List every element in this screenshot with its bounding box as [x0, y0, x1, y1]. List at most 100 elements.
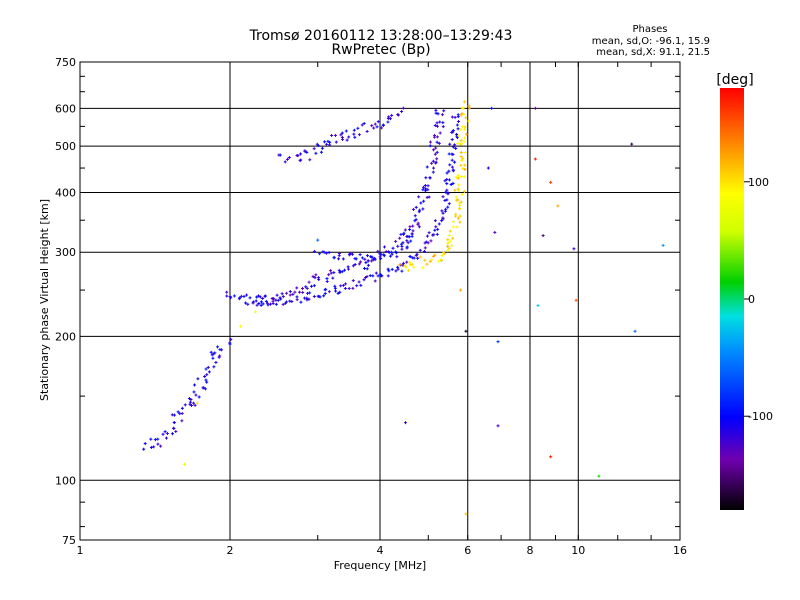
data-point	[390, 113, 394, 117]
data-point	[339, 133, 343, 137]
data-point	[172, 426, 176, 430]
data-point	[444, 190, 448, 194]
data-point	[453, 115, 457, 119]
data-point	[337, 257, 341, 261]
data-point	[410, 232, 414, 236]
data-point	[394, 239, 398, 243]
data-point	[363, 257, 367, 261]
data-point	[333, 133, 337, 137]
data-point	[373, 122, 377, 126]
data-point	[432, 148, 436, 152]
data-point	[434, 108, 438, 112]
data-point	[398, 263, 402, 267]
data-point	[439, 257, 443, 261]
data-point	[402, 261, 406, 265]
data-point	[353, 263, 357, 267]
data-point	[446, 192, 450, 196]
data-point	[211, 356, 215, 360]
data-point	[459, 151, 463, 155]
data-point	[214, 360, 218, 364]
data-point	[496, 340, 500, 344]
data-point	[239, 294, 243, 298]
data-point	[368, 274, 372, 278]
data-point	[257, 294, 261, 298]
data-point	[370, 259, 374, 263]
data-point	[424, 240, 428, 244]
data-point	[630, 142, 634, 146]
data-point	[445, 182, 449, 186]
data-point	[288, 290, 292, 294]
data-point	[426, 241, 430, 245]
data-point	[441, 125, 445, 129]
data-point	[447, 152, 451, 156]
data-point	[447, 178, 451, 182]
data-point	[453, 143, 457, 147]
data-point	[299, 300, 303, 304]
data-point	[443, 198, 447, 202]
data-point	[228, 342, 232, 346]
data-point	[283, 301, 287, 305]
data-point	[143, 442, 147, 446]
data-point	[312, 249, 316, 253]
data-point	[220, 348, 224, 352]
data-point	[394, 251, 398, 255]
data-point	[434, 146, 438, 150]
data-point	[338, 290, 342, 294]
data-point	[164, 436, 168, 440]
data-point	[291, 292, 295, 296]
data-point	[195, 401, 199, 405]
data-point	[597, 474, 601, 478]
data-point	[432, 166, 436, 170]
data-point	[156, 437, 160, 441]
data-point	[455, 176, 459, 180]
data-point	[174, 430, 178, 434]
data-point	[251, 301, 255, 305]
data-point	[204, 367, 208, 371]
data-point	[541, 234, 545, 238]
data-point	[451, 169, 455, 173]
data-point	[379, 257, 383, 261]
data-point	[382, 245, 386, 249]
data-point	[461, 156, 465, 160]
data-point	[447, 233, 451, 237]
data-point	[405, 235, 409, 239]
data-point	[445, 198, 449, 202]
data-point	[232, 294, 236, 298]
data-point	[447, 169, 451, 173]
data-point	[459, 158, 463, 162]
data-point	[331, 276, 335, 280]
data-point	[275, 293, 279, 297]
data-point	[295, 286, 299, 290]
data-point	[187, 397, 191, 401]
data-point	[455, 198, 459, 202]
data-point	[305, 296, 309, 300]
data-point	[205, 373, 209, 377]
data-point	[311, 275, 315, 279]
data-point	[427, 231, 431, 235]
data-point	[435, 121, 439, 125]
phases-line-o: mean, sd,O: -96.1, 15.9	[592, 36, 710, 47]
data-point	[419, 201, 423, 205]
data-point	[421, 188, 425, 192]
data-point	[438, 120, 442, 124]
data-point	[170, 432, 174, 436]
y-tick-label: 600	[55, 102, 76, 115]
data-point	[458, 220, 462, 224]
data-point	[193, 383, 197, 387]
data-point	[421, 185, 425, 189]
data-point	[463, 125, 467, 129]
colorbar-ticks: 100 0 -100	[744, 176, 773, 423]
data-point	[435, 157, 439, 161]
data-point	[322, 250, 326, 254]
data-point	[449, 182, 453, 186]
data-point	[305, 286, 309, 290]
data-point	[451, 236, 455, 240]
data-point	[447, 202, 451, 206]
data-point	[460, 112, 464, 116]
data-point	[458, 288, 462, 292]
data-point	[330, 133, 334, 137]
data-point	[225, 294, 229, 298]
data-point	[424, 187, 428, 191]
axis-ticks: 1 2 4 6 8 10 16 75 100 200 300 400 500 600 750	[55, 56, 687, 557]
data-point	[255, 303, 259, 307]
